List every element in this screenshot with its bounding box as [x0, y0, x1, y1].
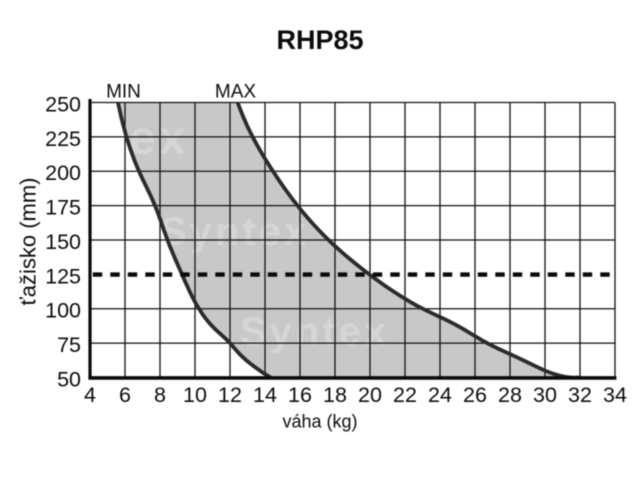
svg-text:RHP85: RHP85 — [276, 25, 363, 55]
svg-text:10: 10 — [183, 383, 207, 407]
svg-text:14: 14 — [253, 383, 277, 407]
svg-text:Syntex: Syntex — [13, 112, 188, 165]
svg-text:26: 26 — [463, 383, 487, 407]
svg-text:100: 100 — [45, 299, 81, 323]
svg-text:250: 250 — [45, 92, 81, 116]
svg-text:6: 6 — [119, 383, 131, 407]
svg-text:MIN: MIN — [106, 82, 141, 103]
svg-text:MAX: MAX — [215, 82, 257, 103]
svg-text:4: 4 — [84, 383, 96, 407]
svg-text:75: 75 — [57, 333, 81, 357]
svg-text:175: 175 — [45, 196, 81, 220]
svg-text:Syntex: Syntex — [160, 210, 309, 254]
svg-text:24: 24 — [428, 383, 452, 407]
svg-text:Syntex: Syntex — [240, 310, 389, 354]
svg-text:34: 34 — [603, 383, 627, 407]
svg-text:32: 32 — [568, 383, 592, 407]
svg-text:16: 16 — [288, 383, 312, 407]
svg-text:váha (kg): váha (kg) — [282, 412, 357, 432]
svg-text:225: 225 — [45, 127, 81, 151]
svg-text:20: 20 — [358, 383, 382, 407]
svg-text:8: 8 — [154, 383, 166, 407]
svg-text:30: 30 — [533, 383, 557, 407]
svg-text:12: 12 — [218, 383, 242, 407]
svg-text:200: 200 — [45, 161, 81, 185]
svg-text:Syntex: Syntex — [498, 310, 640, 354]
svg-text:150: 150 — [45, 230, 81, 254]
svg-text:28: 28 — [498, 383, 522, 407]
svg-text:50: 50 — [57, 367, 81, 391]
svg-text:ťažisko (mm): ťažisko (mm) — [16, 177, 41, 305]
svg-text:22: 22 — [393, 383, 417, 407]
svg-text:125: 125 — [45, 264, 81, 288]
svg-text:18: 18 — [323, 383, 347, 407]
